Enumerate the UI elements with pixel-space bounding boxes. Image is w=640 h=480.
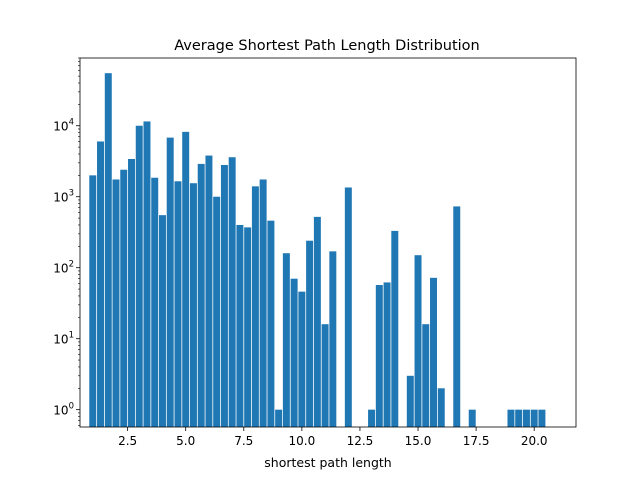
bar <box>321 324 329 427</box>
bar <box>298 291 306 427</box>
bar <box>391 230 399 427</box>
bar <box>468 409 476 427</box>
bar <box>89 175 97 427</box>
bar <box>515 409 523 427</box>
bar <box>530 409 538 427</box>
y-tick-label: 103 <box>53 189 74 205</box>
plot-frame <box>79 57 577 428</box>
bar <box>414 255 422 427</box>
y-axis-ticks: 100 101 102 103 104 <box>53 57 80 426</box>
y-tick-label: 101 <box>53 331 74 347</box>
bar <box>97 141 104 428</box>
bar <box>290 278 298 427</box>
bar <box>236 224 244 427</box>
bar <box>189 183 197 427</box>
x-axis-label: shortest path length <box>264 455 391 470</box>
bar <box>158 215 166 427</box>
bar <box>120 169 128 428</box>
x-tick-label: 2.5 <box>118 434 137 448</box>
bar <box>437 388 445 427</box>
x-tick-label: 7.5 <box>234 434 253 448</box>
bar <box>406 375 414 427</box>
bar <box>182 131 190 427</box>
bar <box>507 409 515 427</box>
bar <box>259 179 267 427</box>
bar <box>244 227 252 427</box>
x-tick-label: 10.0 <box>289 434 316 448</box>
bars-group <box>89 73 546 428</box>
bar <box>104 73 112 428</box>
bar <box>174 181 182 427</box>
bar <box>166 137 174 427</box>
bar <box>205 155 213 427</box>
y-tick-label: 104 <box>53 118 74 134</box>
chart-title: Average Shortest Path Length Distributio… <box>174 38 480 54</box>
bar <box>213 196 221 427</box>
bar <box>538 409 546 427</box>
bar <box>151 177 159 427</box>
bar <box>375 285 383 427</box>
bar <box>422 324 430 427</box>
bar <box>383 282 391 427</box>
y-tick-label: 102 <box>53 260 74 276</box>
bar <box>128 158 135 428</box>
bar <box>329 251 337 427</box>
bar <box>306 240 314 427</box>
bar <box>368 409 376 427</box>
x-tick-label: 17.5 <box>463 434 490 448</box>
x-tick-label: 20.0 <box>521 434 548 448</box>
x-tick-label: 5.0 <box>176 434 195 448</box>
bar <box>282 253 290 427</box>
bar <box>275 409 283 427</box>
x-tick-label: 12.5 <box>347 434 374 448</box>
bar <box>453 206 461 427</box>
x-tick-label: 15.0 <box>405 434 432 448</box>
bar <box>228 157 236 428</box>
bar <box>344 187 352 427</box>
x-axis-ticks: 2.5 5.0 7.5 10.0 12.5 15.0 17.5 20.0 <box>118 427 548 448</box>
bar <box>313 216 321 427</box>
bar <box>430 277 437 427</box>
bar <box>522 409 530 427</box>
bar <box>135 125 143 428</box>
bar <box>220 164 228 428</box>
bar <box>267 220 275 427</box>
bar <box>251 186 259 427</box>
bar <box>112 179 120 427</box>
bar <box>197 163 205 427</box>
bar <box>143 121 151 428</box>
y-tick-label: 100 <box>53 402 74 418</box>
